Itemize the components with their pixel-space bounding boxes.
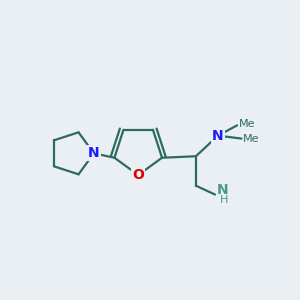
- Text: O: O: [132, 168, 144, 182]
- Text: N: N: [212, 129, 224, 143]
- Text: H: H: [220, 195, 229, 205]
- Text: N: N: [217, 183, 228, 197]
- Text: N: N: [88, 146, 100, 160]
- Text: Me: Me: [238, 119, 255, 129]
- Text: Me: Me: [243, 134, 260, 144]
